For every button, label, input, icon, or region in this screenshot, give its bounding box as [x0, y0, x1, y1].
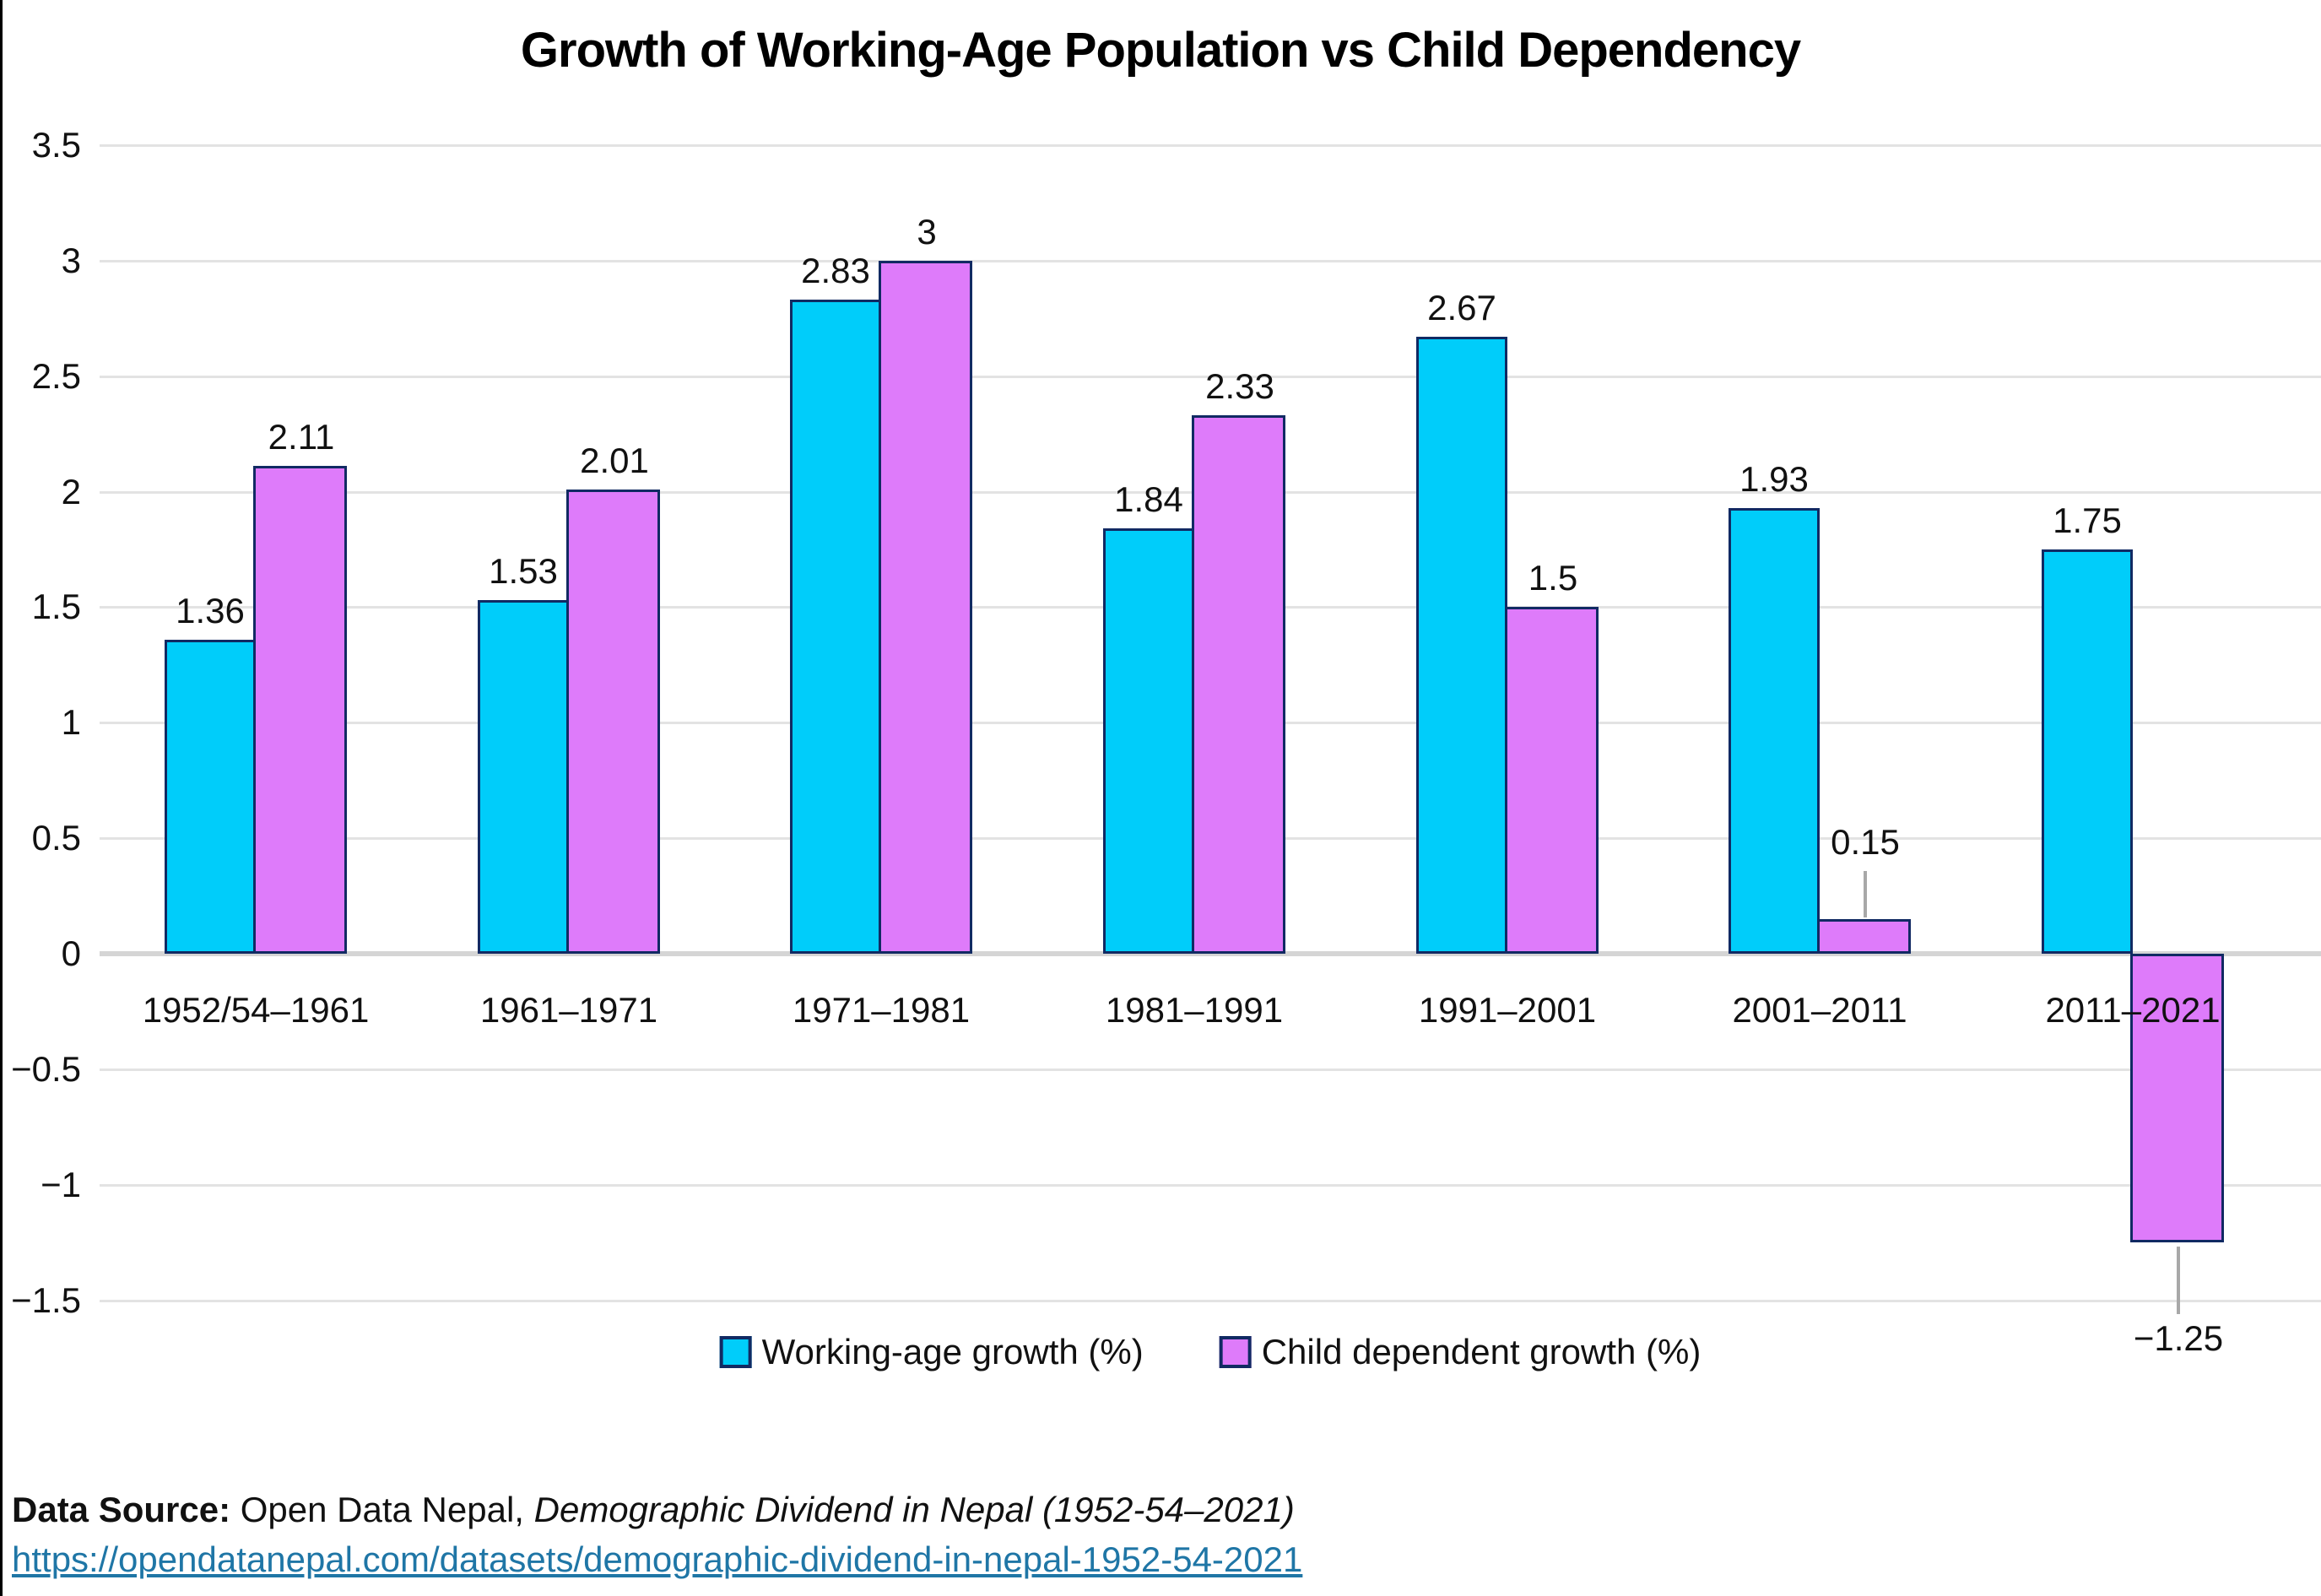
chart-title: Growth of Working-Age Population vs Chil…	[520, 23, 1801, 78]
bar-child-dependent-6	[1817, 919, 1912, 954]
data-label: 0.15	[1831, 822, 1900, 862]
legend: Working-age growth (%) Child dependent g…	[719, 1332, 1702, 1372]
y-tick-label: 0.5	[31, 818, 81, 858]
bar-child-dependent-3	[879, 261, 973, 954]
legend-label-child-dependent-growth: Child dependent growth (%)	[1261, 1332, 1702, 1371]
leader-line	[2177, 1247, 2180, 1314]
gridline	[100, 1184, 2321, 1187]
x-category-label: 1991–2001	[1418, 990, 1597, 1030]
y-tick-label: −1	[41, 1165, 81, 1204]
data-label: 2.11	[268, 417, 335, 457]
bar-working-age-3	[790, 300, 882, 954]
bar-working-age-6	[1729, 508, 1821, 954]
y-tick-label: 3.5	[31, 125, 81, 165]
bar-child-dependent-7	[2130, 954, 2225, 1242]
footer: Data Source: Open Data Nepal, Demographi…	[12, 1487, 1302, 1582]
data-label: 1.93	[1739, 459, 1809, 499]
data-label: 3	[917, 212, 937, 252]
data-label: 2.33	[1205, 366, 1274, 406]
x-category-label: 2001–2011	[1732, 990, 1907, 1030]
zero-axis-line	[100, 951, 2321, 956]
legend-swatch-working-age-growth	[719, 1336, 752, 1368]
legend-item-child-dependent-growth: Child dependent growth (%)	[1219, 1332, 1702, 1372]
y-tick-label: −0.5	[11, 1049, 81, 1089]
bar-child-dependent-5	[1504, 607, 1599, 954]
y-tick-label: 2.5	[31, 356, 81, 396]
y-tick-label: 1	[61, 702, 81, 742]
left-border-line	[0, 0, 3, 1596]
y-tick-label: 0	[61, 933, 81, 973]
data-label: 1.5	[1528, 558, 1578, 598]
x-category-label: 1981–1991	[1105, 990, 1284, 1030]
data-source-prefix: Data Source:	[12, 1490, 231, 1529]
bar-child-dependent-2	[565, 490, 660, 954]
x-category-label: 1961–1971	[479, 990, 658, 1030]
bar-working-age-1	[165, 640, 256, 954]
data-source-line: Data Source: Open Data Nepal, Demographi…	[12, 1487, 1302, 1533]
gridline	[100, 1069, 2321, 1071]
bar-child-dependent-4	[1192, 415, 1285, 954]
data-label: 1.53	[489, 551, 558, 591]
y-tick-label: −1.5	[11, 1280, 81, 1320]
data-label: −1.25	[2133, 1318, 2224, 1358]
data-label: 2.01	[580, 441, 649, 480]
bar-working-age-7	[2042, 549, 2134, 954]
data-label: 1.84	[1114, 479, 1183, 519]
legend-label-working-age-growth: Working-age growth (%)	[761, 1332, 1144, 1371]
bar-child-dependent-1	[253, 466, 347, 954]
bar-working-age-4	[1103, 528, 1194, 954]
data-label: 2.67	[1427, 288, 1496, 327]
leader-line	[1864, 871, 1867, 917]
y-tick-label: 1.5	[31, 587, 81, 626]
data-source-text: Open Data Nepal,	[230, 1490, 534, 1529]
x-category-label: 1952/54–1961	[142, 990, 370, 1030]
bar-working-age-5	[1415, 337, 1507, 954]
x-category-label: 1971–1981	[792, 990, 971, 1030]
data-label: 2.83	[801, 251, 870, 290]
y-tick-label: 2	[61, 472, 81, 511]
y-tick-label: 3	[61, 241, 81, 280]
gridline	[100, 376, 2321, 378]
legend-item-working-age-growth: Working-age growth (%)	[719, 1332, 1144, 1372]
gridline	[100, 144, 2321, 147]
gridline	[100, 260, 2321, 262]
gridline	[100, 1300, 2321, 1302]
data-label: 1.75	[2053, 500, 2122, 540]
data-source-dataset-title: Demographic Dividend in Nepal (1952-54–2…	[533, 1490, 1295, 1529]
x-category-label: 2011–2021	[2045, 990, 2221, 1030]
legend-swatch-child-dependent-growth	[1219, 1336, 1252, 1368]
data-label: 1.36	[176, 591, 245, 630]
data-source-link[interactable]: https://opendatanepal.com/datasets/demog…	[12, 1539, 1303, 1579]
bar-working-age-2	[477, 600, 569, 954]
